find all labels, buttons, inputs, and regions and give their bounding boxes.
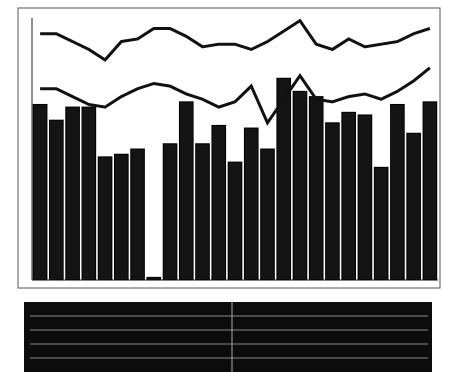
bar — [97, 156, 113, 281]
bar — [32, 103, 48, 281]
bar — [113, 153, 129, 281]
bar — [292, 90, 308, 281]
bar — [65, 106, 80, 281]
bar — [406, 132, 421, 281]
bar — [49, 119, 64, 281]
bar — [276, 77, 292, 281]
bar — [243, 127, 259, 281]
bar — [227, 161, 243, 281]
bar — [130, 148, 145, 281]
bar — [373, 166, 389, 281]
bar — [162, 143, 178, 281]
line-series — [40, 18, 431, 62]
bar — [390, 103, 405, 281]
bar — [211, 124, 227, 281]
bar — [195, 143, 210, 281]
bar — [146, 276, 162, 281]
lower-panel — [24, 302, 432, 372]
bar — [81, 106, 97, 281]
bar — [308, 96, 324, 281]
bar — [260, 148, 275, 281]
bar — [357, 114, 373, 281]
bar — [422, 101, 438, 281]
line-series — [40, 66, 431, 126]
bar — [325, 122, 340, 281]
bar — [178, 101, 194, 281]
bar — [341, 111, 357, 281]
